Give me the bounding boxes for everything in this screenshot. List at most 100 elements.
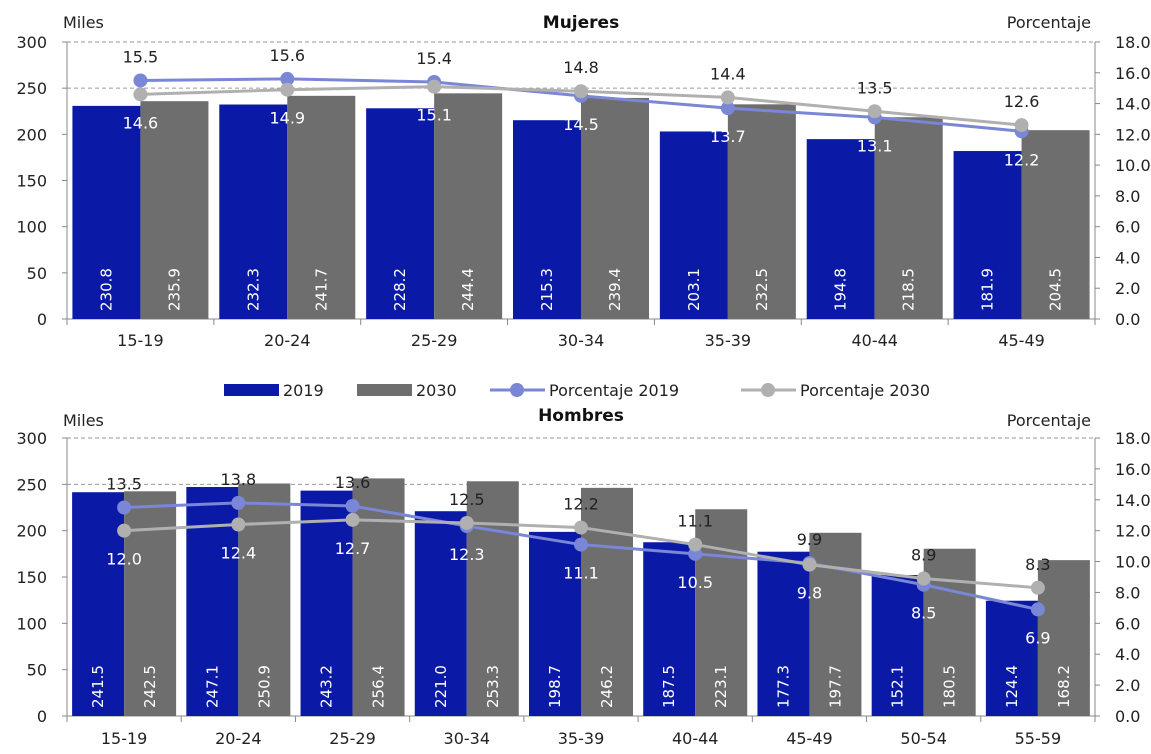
line-data-label: 6.9: [1025, 628, 1050, 647]
line-data-label: 13.6: [335, 473, 371, 492]
y-tick-label: 150: [16, 568, 47, 587]
x-tick-label: 25-29: [329, 729, 376, 748]
line-data-label: 13.7: [710, 127, 746, 146]
line-data-label: 15.6: [269, 46, 305, 65]
line-data-label: 11.1: [563, 564, 599, 583]
bar-data-label: 253.3: [484, 665, 502, 708]
bar-data-label: 152.1: [889, 665, 907, 708]
bar-data-label: 198.7: [546, 665, 564, 708]
chart-title: Mujeres: [543, 13, 619, 33]
point-Porcentaje 2030: [1014, 118, 1029, 133]
point-Porcentaje 2019: [574, 537, 588, 552]
bar-data-label: 180.5: [941, 665, 959, 708]
bar-data-label: 244.4: [459, 268, 477, 311]
line-data-label: 12.2: [1004, 150, 1040, 169]
bar-data-label: 241.7: [312, 268, 330, 311]
bar-2030: [581, 97, 649, 319]
point-Porcentaje 2030: [916, 571, 931, 586]
bar-2019: [72, 492, 125, 716]
bar-2030: [1021, 130, 1090, 319]
x-tick-label: 20-24: [215, 729, 262, 748]
bar-2019: [414, 511, 467, 716]
legend-swatch-marker: [510, 383, 524, 397]
bar-data-label: 232.5: [753, 268, 771, 311]
x-tick-label: 25-29: [411, 331, 458, 350]
y-axis-label: Miles: [63, 13, 104, 32]
y2-tick-label: 16.0: [1115, 460, 1151, 479]
bar-2019: [529, 531, 581, 716]
x-tick-label: 40-44: [851, 331, 898, 350]
bar-data-label: 203.1: [685, 268, 703, 311]
bar-2019: [72, 105, 141, 319]
y2-tick-label: 18.0: [1115, 33, 1151, 52]
point-Porcentaje 2019: [1030, 602, 1045, 617]
bar-2030: [923, 548, 976, 716]
line-data-label: 13.5: [857, 78, 893, 97]
bar-data-label: 221.0: [432, 665, 450, 708]
bar-2030: [695, 509, 748, 716]
line-data-label: 9.9: [797, 530, 822, 549]
bar-2019: [643, 542, 696, 716]
y2-tick-label: 14.0: [1115, 491, 1151, 510]
bar-2019: [953, 151, 1022, 319]
x-tick-label: 40-44: [672, 729, 719, 748]
x-tick-label: 35-39: [558, 729, 605, 748]
y-axis-label: Miles: [63, 411, 104, 430]
y-tick-label: 300: [16, 429, 47, 448]
y2-tick-label: 8.0: [1115, 583, 1140, 602]
bar-data-label: 223.1: [712, 665, 730, 708]
bar-2030: [466, 481, 519, 716]
bar-2019: [513, 120, 581, 320]
legend-swatch: [224, 384, 279, 396]
point-Porcentaje 2030: [802, 557, 817, 572]
y2-tick-label: 8.0: [1115, 187, 1140, 206]
line-data-label: 8.3: [1025, 555, 1050, 574]
point-Porcentaje 2030: [117, 523, 132, 538]
x-tick-label: 55-59: [1015, 729, 1062, 748]
line-data-label: 15.5: [123, 47, 159, 66]
y-tick-label: 100: [16, 218, 47, 237]
point-Porcentaje 2030: [459, 515, 474, 530]
line-data-label: 14.9: [269, 109, 305, 128]
line-data-label: 10.5: [677, 573, 713, 592]
bar-2030: [874, 117, 943, 319]
bar-2019: [659, 131, 728, 319]
point-Porcentaje 2030: [688, 537, 703, 552]
y-tick-label: 150: [16, 172, 47, 191]
bar-2019: [300, 490, 353, 716]
bar-data-label: 168.2: [1055, 665, 1073, 708]
bar-data-label: 256.4: [370, 665, 388, 708]
bar-data-label: 243.2: [318, 665, 336, 708]
y2-tick-label: 4.0: [1115, 248, 1140, 267]
bar-2030: [140, 101, 209, 319]
x-tick-label: 45-49: [998, 331, 1045, 350]
x-tick-label: 35-39: [705, 331, 752, 350]
line-data-label: 12.3: [449, 545, 485, 564]
line-data-label: 13.8: [221, 470, 257, 489]
bar-data-label: 181.9: [979, 268, 997, 311]
point-Porcentaje 2030: [574, 520, 588, 535]
line-data-label: 14.6: [123, 113, 159, 132]
y2-tick-label: 2.0: [1115, 279, 1140, 298]
line-data-label: 12.7: [335, 539, 371, 558]
legend-swatch: [357, 384, 412, 396]
bar-2019: [871, 575, 924, 716]
y2-tick-label: 6.0: [1115, 218, 1140, 237]
line-data-label: 15.1: [416, 106, 452, 125]
y-tick-label: 50: [27, 661, 47, 680]
legend-label: Porcentaje 2030: [800, 381, 930, 400]
y2-tick-label: 0.0: [1115, 707, 1140, 726]
y2-tick-label: 16.0: [1115, 64, 1151, 83]
point-Porcentaje 2019: [117, 500, 132, 515]
y-tick-label: 0: [37, 310, 47, 329]
line-data-label: 8.5: [911, 604, 936, 623]
point-Porcentaje 2030: [427, 79, 442, 94]
bar-data-label: 204.5: [1047, 268, 1065, 311]
chart-title: Hombres: [538, 406, 624, 426]
y2-tick-label: 12.0: [1115, 125, 1151, 144]
bar-data-label: 197.7: [826, 665, 844, 708]
line-data-label: 12.5: [449, 490, 485, 509]
line-data-label: 14.5: [563, 115, 599, 134]
bar-data-label: 215.3: [538, 268, 556, 311]
line-data-label: 13.5: [106, 475, 142, 494]
